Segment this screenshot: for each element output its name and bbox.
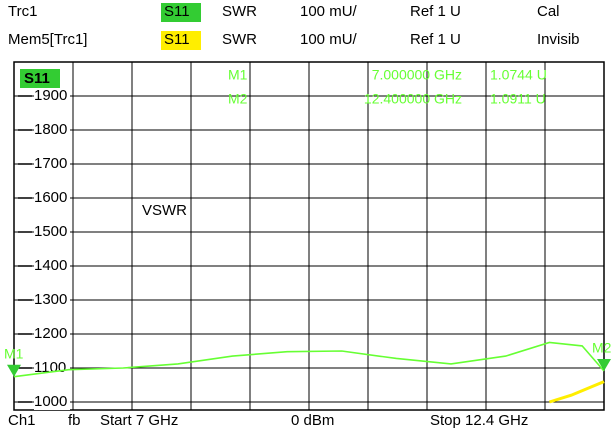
marker-triangle	[7, 364, 21, 377]
trace-label: S11	[24, 70, 50, 87]
y-tick-label: 1200	[34, 325, 67, 342]
tick-label-bg	[34, 394, 70, 410]
header-text: Cal	[537, 3, 560, 20]
tick-label-bg	[34, 156, 70, 172]
tick-label-bg	[34, 292, 70, 308]
y-tick-label: 1800	[34, 121, 67, 138]
footer-text: Stop 12.4 GHz	[430, 412, 528, 429]
marker-name: M1	[228, 67, 248, 83]
header-text: Mem5[Trc1]	[8, 31, 87, 48]
trace-badge	[161, 3, 201, 22]
tick-label-bg	[34, 360, 70, 376]
y-tick-label: 1600	[34, 189, 67, 206]
footer-text: fb	[68, 412, 81, 429]
y-tick-label: 1900	[34, 87, 67, 104]
header-text: SWR	[222, 31, 257, 48]
y-tick-label: 1700	[34, 155, 67, 172]
tick-label-bg	[34, 258, 70, 274]
marker-x: 12.400000 GHz	[364, 91, 462, 107]
annotation: VSWR	[142, 202, 187, 219]
trace-line	[13, 341, 605, 378]
y-tick-label: 1500	[34, 223, 67, 240]
marker-value: 1.0744 U	[490, 67, 547, 83]
marker-value: 1.0911 U	[490, 91, 546, 107]
header-text: Invisib	[537, 31, 580, 48]
marker-triangle	[597, 359, 611, 372]
header-text: 100 mU/	[300, 31, 358, 48]
footer-text: Ch1	[8, 412, 36, 429]
trace-label-bg	[20, 69, 60, 88]
header-text: SWR	[222, 3, 257, 20]
tick-label-bg	[34, 326, 70, 342]
y-tick-label: 1400	[34, 257, 67, 274]
header-text: S11	[164, 3, 190, 20]
marker-name: M2	[228, 91, 248, 107]
header-text: Ref 1 U	[410, 3, 461, 20]
marker-x: 7.000000 GHz	[372, 67, 462, 83]
marker-tag: M2	[592, 340, 612, 356]
y-tick-label: 1000	[34, 393, 67, 410]
header-text: Ref 1 U	[410, 31, 461, 48]
footer-text: 0 dBm	[291, 412, 334, 429]
header-text: 100 mU/	[300, 3, 358, 20]
trace-line	[548, 380, 605, 404]
header-text: Trc1	[8, 3, 37, 20]
tick-label-bg	[34, 224, 70, 240]
tick-label-bg	[34, 88, 70, 104]
tick-label-bg	[34, 122, 70, 138]
header-text: S11	[164, 31, 190, 48]
marker-tag: M1	[4, 345, 24, 361]
trace-badge	[161, 31, 201, 50]
y-tick-label: 1300	[34, 291, 67, 308]
footer-text: Start 7 GHz	[100, 412, 178, 429]
tick-label-bg	[34, 190, 70, 206]
